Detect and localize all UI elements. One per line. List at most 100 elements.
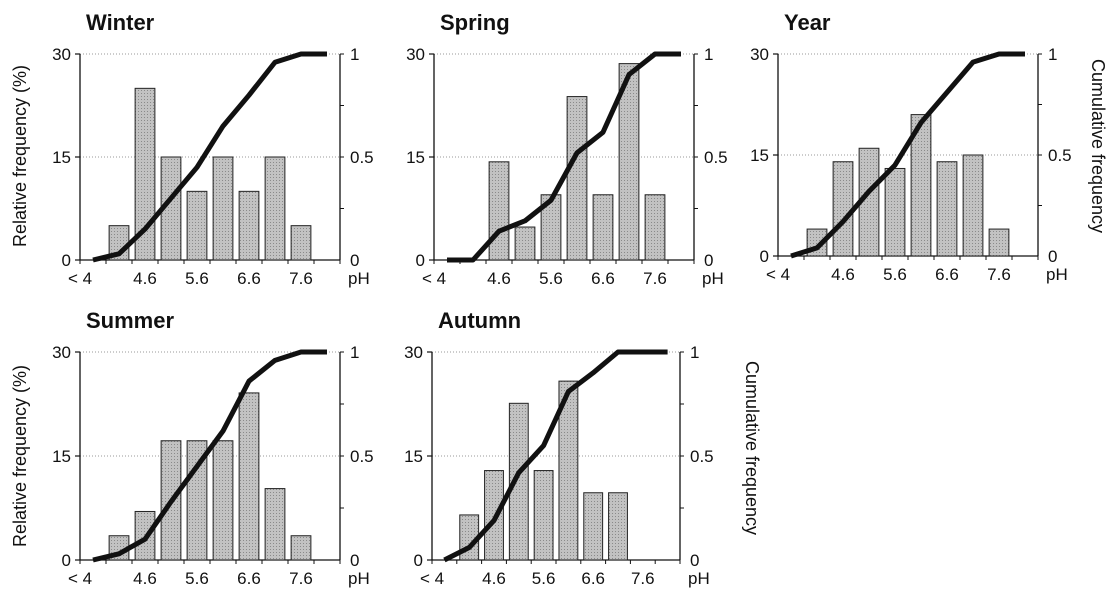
bar	[884, 167, 906, 257]
bar	[533, 470, 554, 561]
left-tick-label: 0	[414, 551, 423, 570]
panel-title: Year	[784, 10, 831, 35]
left-tick-label: 0	[62, 551, 71, 570]
x-unit-label: pH	[688, 569, 710, 588]
right-axis-title-bottom: Cumulative frequency	[742, 361, 762, 535]
right-tick-label: 0	[704, 251, 713, 270]
bar	[514, 226, 536, 261]
x-tick-label: < 4	[766, 265, 790, 284]
x-tick-label: 6.6	[237, 269, 261, 288]
panel-title: Autumn	[438, 308, 521, 333]
bar	[264, 488, 286, 561]
x-tick-label: 5.6	[185, 569, 209, 588]
x-tick-label: 6.6	[591, 269, 615, 288]
x-tick-label: 4.6	[133, 569, 157, 588]
panel-summer: Summer 0 15 30 0 0.5 1 < 4 4.6 5.6 6.6 7.6 pH	[52, 308, 374, 588]
left-tick-label: 0	[760, 247, 769, 266]
bar	[592, 194, 614, 261]
bar	[134, 87, 156, 261]
right-tick-label: 0.5	[690, 447, 714, 466]
left-axis-title-bottom: Relative frequency (%)	[10, 365, 30, 547]
x-tick-label: 7.6	[289, 569, 313, 588]
left-tick-label: 30	[52, 45, 71, 64]
right-tick-label: 0	[1048, 247, 1057, 266]
x-unit-label: pH	[1046, 265, 1068, 284]
x-tick-label: 4.6	[487, 269, 511, 288]
right-tick-label: 0.5	[350, 447, 374, 466]
left-tick-label: 0	[416, 251, 425, 270]
bar	[290, 225, 312, 261]
bar	[212, 440, 234, 561]
right-tick-label: 0	[350, 551, 359, 570]
cumulative-line	[790, 51, 1025, 259]
cumulative-line	[447, 51, 681, 263]
left-tick-label: 30	[52, 343, 71, 362]
left-tick-label: 15	[406, 148, 425, 167]
bar	[540, 194, 562, 261]
left-axis-title-top: Relative frequency (%)	[10, 65, 30, 247]
left-tick-label: 0	[62, 251, 71, 270]
left-tick-label: 30	[406, 45, 425, 64]
x-tick-label: 4.6	[482, 569, 506, 588]
x-tick-label: < 4	[68, 269, 92, 288]
panel-winter: Winter 0 15 30 0 0.5 1 < 4 4.6 5.6 6.6 7.6 pH	[52, 10, 374, 288]
right-tick-label: 0	[350, 251, 359, 270]
right-tick-label: 0.5	[1048, 146, 1072, 165]
x-tick-label: 7.6	[987, 265, 1011, 284]
bar	[936, 161, 958, 257]
bar	[508, 402, 529, 561]
right-axis-title-top: Cumulative frequency	[1088, 59, 1108, 233]
bar	[264, 156, 286, 261]
panel-autumn: Autumn 0 15 30 0 0.5 1 < 4 4.6 5.6 6.6 7.6 pH	[404, 308, 714, 588]
x-tick-label: < 4	[420, 569, 444, 588]
panel-year: Year 0 15 30 0 0.5 1 < 4 4.6 5.6 6.6 7.6 pH	[750, 10, 1072, 284]
bar	[910, 114, 932, 257]
bar	[558, 380, 579, 561]
right-tick-label: 1	[704, 45, 713, 64]
x-unit-label: pH	[348, 269, 370, 288]
right-tick-label: 0.5	[704, 148, 728, 167]
x-unit-label: pH	[702, 269, 724, 288]
left-tick-label: 15	[52, 447, 71, 466]
bar	[212, 156, 234, 261]
x-tick-label: 5.6	[532, 569, 556, 588]
x-tick-label: 6.6	[581, 569, 605, 588]
cumulative-line	[443, 349, 668, 563]
x-tick-label: 6.6	[935, 265, 959, 284]
bar	[618, 63, 640, 261]
bar	[186, 190, 208, 261]
bar	[488, 161, 510, 261]
right-tick-label: 0.5	[350, 148, 374, 167]
right-tick-label: 1	[690, 343, 699, 362]
x-tick-label: 7.6	[289, 269, 313, 288]
x-tick-label: 5.6	[539, 269, 563, 288]
left-tick-label: 30	[404, 343, 423, 362]
cumulative-line	[92, 51, 327, 263]
panel-title: Summer	[86, 308, 174, 333]
left-tick-label: 15	[404, 447, 423, 466]
bar	[832, 161, 854, 257]
x-tick-label: 4.6	[133, 269, 157, 288]
x-unit-label: pH	[348, 569, 370, 588]
bar	[962, 154, 984, 257]
right-tick-label: 1	[350, 45, 359, 64]
left-tick-label: 15	[52, 148, 71, 167]
x-tick-label: < 4	[68, 569, 92, 588]
bar	[290, 535, 312, 561]
panel-title: Winter	[86, 10, 155, 35]
x-tick-label: 4.6	[831, 265, 855, 284]
bar	[644, 194, 666, 261]
bar	[238, 392, 260, 561]
right-tick-label: 1	[1048, 45, 1057, 64]
left-tick-label: 15	[750, 146, 769, 165]
x-tick-label: < 4	[422, 269, 446, 288]
panel-title: Spring	[440, 10, 510, 35]
x-tick-label: 7.6	[643, 269, 667, 288]
bar	[583, 492, 604, 561]
x-tick-label: 6.6	[237, 569, 261, 588]
bar	[566, 96, 588, 261]
x-tick-label: 7.6	[631, 569, 655, 588]
bar	[988, 228, 1010, 257]
x-tick-label: 5.6	[185, 269, 209, 288]
